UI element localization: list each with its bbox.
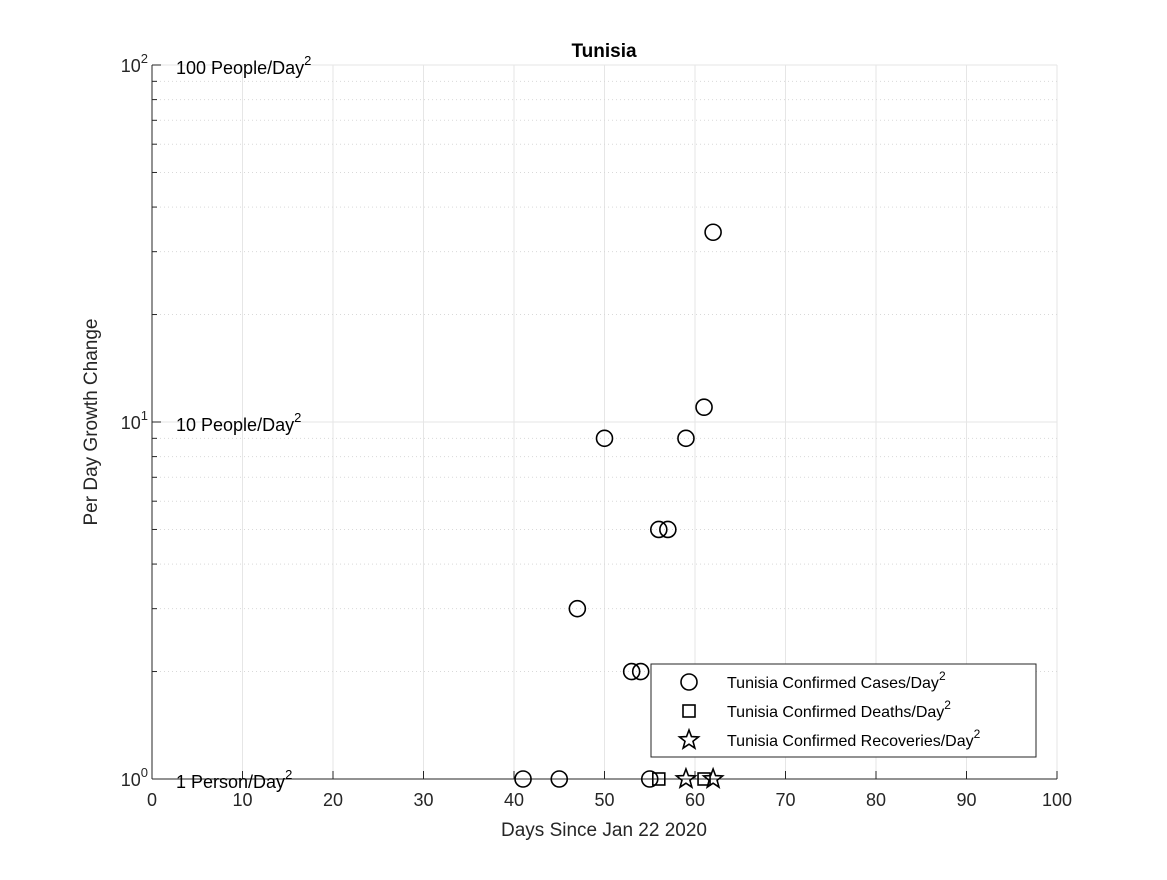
x-tick-label: 60	[685, 790, 705, 810]
legend-square-icon	[682, 704, 696, 718]
legend-entry-label: Tunisia Confirmed Cases/Day2	[727, 669, 946, 692]
level-annotation: 10 People/Day2	[176, 410, 301, 435]
x-tick-label: 40	[504, 790, 524, 810]
chart-title: Tunisia	[571, 41, 637, 62]
legend-entry-label: Tunisia Confirmed Recoveries/Day2	[727, 727, 981, 750]
y-tick-label: 102	[121, 51, 148, 76]
x-tick-label: 50	[594, 790, 614, 810]
square-data-point	[697, 772, 711, 786]
circle-data-point	[695, 398, 713, 417]
level-annotation: 100 People/Day2	[176, 53, 311, 78]
axes: 0 10 20 30 40 50 60 70 80 90 100 100 101 102	[121, 51, 1072, 810]
square-data-point	[651, 772, 666, 786]
grid-lines	[151, 64, 1058, 780]
circle-data-point	[677, 429, 695, 448]
data-points	[514, 223, 725, 789]
x-tick-label: 80	[866, 790, 886, 810]
circle-data-point	[514, 770, 532, 788]
annotations: 100 People/Day2 10 People/Day2 1 Person/Da…	[176, 53, 311, 792]
circle-data-point	[640, 770, 659, 788]
circle-data-point	[631, 662, 650, 681]
circle-data-point	[649, 520, 668, 539]
x-axis-label: Days Since Jan 22 2020	[501, 820, 707, 841]
circle-data-point	[622, 662, 641, 681]
x-tick-label: 0	[147, 790, 157, 810]
star-data-point	[674, 766, 698, 789]
x-tick-label: 20	[323, 790, 343, 810]
legend-box	[650, 663, 1037, 758]
y-axis-label: Per Day Growth Change	[81, 319, 102, 526]
circle-data-point	[659, 520, 677, 539]
x-tick-label: 70	[775, 790, 795, 810]
star-data-point	[701, 766, 725, 789]
x-tick-label: 30	[413, 790, 433, 810]
circle-data-point	[704, 223, 722, 242]
x-tick-label: 100	[1042, 790, 1072, 810]
circle-data-point	[595, 429, 614, 448]
legend: Tunisia Confirmed Cases/Day2 Tunisia Conf…	[650, 663, 1037, 758]
level-annotation: 1 Person/Day2	[176, 767, 292, 792]
y-tick-label: 101	[121, 408, 148, 433]
y-tick-label: 100	[121, 765, 148, 790]
legend-star-icon	[677, 727, 701, 750]
circle-data-point	[568, 599, 587, 618]
x-tick-label: 90	[956, 790, 976, 810]
legend-entry-label: Tunisia Confirmed Deaths/Day2	[727, 698, 951, 721]
circle-data-point	[550, 770, 569, 788]
x-tick-label: 10	[232, 790, 252, 810]
legend-circle-icon	[680, 673, 698, 691]
